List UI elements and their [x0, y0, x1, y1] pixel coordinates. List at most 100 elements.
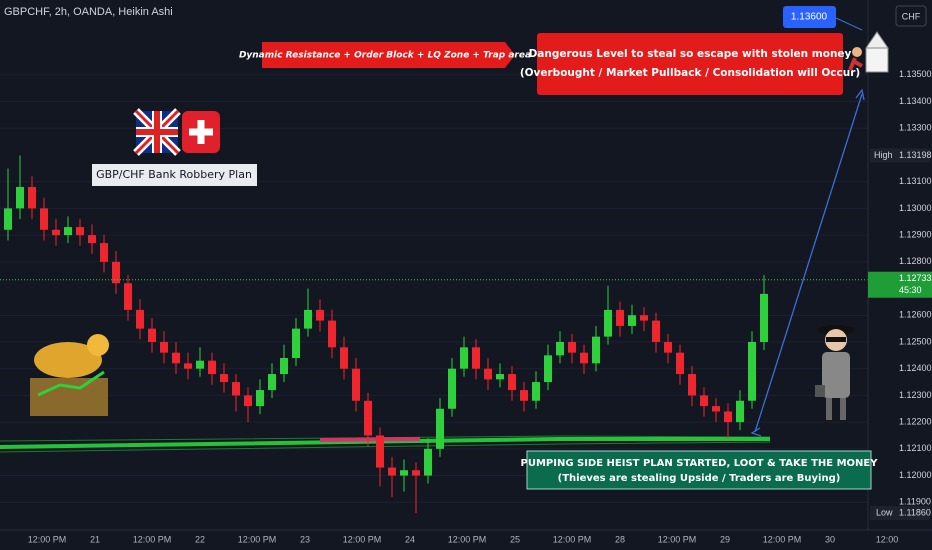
candle-body [712, 406, 720, 412]
candle-body [436, 408, 444, 449]
candle-body [16, 187, 24, 209]
candle-body [52, 229, 60, 236]
candle-body [400, 470, 408, 476]
target-arrowhead [855, 88, 865, 101]
y-tick-label: 1.12100 [899, 443, 932, 453]
last-price: 1.12733 [899, 273, 932, 283]
candle-body [628, 315, 636, 326]
target-label: 1.13600 [791, 12, 828, 23]
high-box [870, 148, 930, 163]
candle-body [508, 374, 516, 391]
candle-body [40, 208, 48, 230]
start-arrowhead [750, 427, 762, 437]
chart-title: GBPCHF, 2h, OANDA, Heikin Ashi [4, 6, 173, 18]
candle-body [424, 448, 432, 476]
candle-body [388, 467, 396, 476]
x-tick-label: 24 [405, 534, 415, 544]
candle-body [340, 347, 348, 369]
x-tick-label: 21 [90, 534, 100, 544]
resistance-text: Dynamic Resistance + Order Block + LQ Zo… [239, 51, 531, 61]
candle-body [196, 360, 204, 369]
candle-body [220, 374, 228, 383]
y-tick-label: 1.12000 [899, 470, 932, 480]
candle-body [4, 208, 12, 230]
heist-box [526, 450, 872, 490]
candle-body [244, 395, 252, 407]
candle-body [76, 227, 84, 236]
candle-body [316, 309, 324, 321]
candle-body [592, 336, 600, 364]
candle-body [256, 390, 264, 407]
x-tick-label: 12:00 PM [133, 534, 172, 544]
y-tick-label: 1.13100 [899, 176, 932, 186]
candle-body [412, 470, 420, 476]
candle-body [148, 328, 156, 342]
currency: CHF [902, 11, 921, 21]
y-tick-label: 1.12300 [899, 390, 932, 400]
low-box [870, 505, 930, 520]
candle-body [136, 309, 144, 329]
candle-body [568, 341, 576, 353]
candle-body [100, 243, 108, 262]
x-tick-label: 23 [300, 534, 310, 544]
low-tag: Low [876, 507, 893, 517]
x-tick-label: 25 [510, 534, 520, 544]
y-tick-label: 1.13300 [899, 123, 932, 133]
candle-body [448, 368, 456, 409]
candle-body [28, 187, 36, 209]
candle-body [532, 382, 540, 401]
y-tick-label: 1.11900 [899, 497, 931, 507]
candle-body [700, 395, 708, 407]
candle-body [364, 400, 372, 436]
price-axis [868, 0, 932, 530]
x-tick-label: 12:00 [876, 534, 899, 544]
x-tick-label: 12:00 PM [658, 534, 697, 544]
candle-body [304, 309, 312, 329]
danger-line-2: (Overbought / Market Pullback / Consolid… [520, 67, 860, 79]
x-tick-label: 12:00 PM [553, 534, 592, 544]
candle-body [112, 261, 120, 284]
danger-line-1: Dangerous Level to steal so escape with … [529, 48, 852, 60]
candle-body [124, 283, 132, 310]
high-tag: High [874, 150, 893, 160]
candle-body [160, 341, 168, 353]
y-tick-label: 1.13000 [899, 203, 932, 213]
ma-line-red [319, 437, 421, 442]
x-tick-label: 12:00 PM [763, 534, 802, 544]
x-tick-label: 22 [195, 534, 205, 544]
candle-body [544, 355, 552, 383]
thief-icon [815, 325, 854, 420]
candle-body [664, 341, 672, 353]
candle-body [520, 390, 528, 401]
candle-body [736, 400, 744, 423]
candle-body [724, 411, 732, 423]
x-tick-label: 12:00 PM [238, 534, 277, 544]
plan-box [92, 164, 257, 186]
x-tick-label: 30 [825, 534, 835, 544]
resistance-box [262, 42, 515, 68]
heist-line-2: (Thieves are stealing Upside / Traders a… [558, 473, 841, 484]
heist-line-1: PUMPING SIDE HEIST PLAN STARTED, LOOT & … [521, 458, 879, 469]
candle-body [460, 347, 468, 369]
candle-body [676, 352, 684, 375]
target-box [783, 6, 836, 28]
candle-body [688, 374, 696, 396]
y-tick-label: 1.12600 [899, 310, 932, 320]
candle-body [268, 374, 276, 391]
candles [4, 155, 768, 513]
x-tick-label: 29 [720, 534, 730, 544]
candle-body [280, 358, 288, 375]
x-tick-label: 12:00 PM [448, 534, 487, 544]
last-price-box [868, 271, 932, 298]
bull-icon [30, 334, 109, 416]
x-tick-label: 12:00 PM [343, 534, 382, 544]
uk-flag [133, 108, 181, 156]
ma-line [0, 437, 770, 449]
danger-box [537, 33, 843, 95]
candle-body [172, 352, 180, 364]
y-tick-label: 1.13400 [899, 96, 932, 106]
y-tick-label: 1.12200 [899, 417, 932, 427]
candle-body [496, 374, 504, 380]
candle-body [556, 341, 564, 356]
